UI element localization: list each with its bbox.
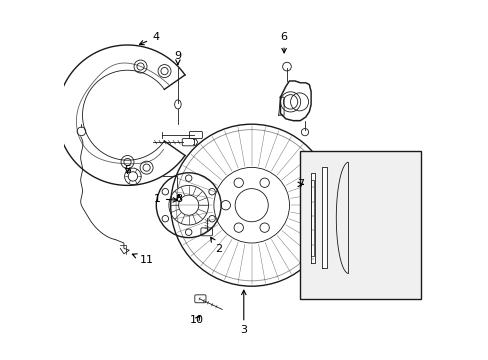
Text: 11: 11 bbox=[132, 254, 153, 265]
Text: 2: 2 bbox=[210, 237, 222, 254]
Text: 3: 3 bbox=[240, 290, 247, 336]
Text: 7: 7 bbox=[296, 179, 303, 189]
Text: 10: 10 bbox=[190, 315, 203, 325]
Text: 4: 4 bbox=[139, 32, 159, 45]
Polygon shape bbox=[310, 173, 314, 263]
Polygon shape bbox=[321, 167, 326, 268]
Text: 6: 6 bbox=[280, 32, 287, 53]
Text: 9: 9 bbox=[174, 51, 181, 64]
Text: 5: 5 bbox=[124, 165, 131, 175]
Bar bbox=[300, 151, 420, 299]
Text: 1: 1 bbox=[154, 194, 177, 204]
Polygon shape bbox=[280, 81, 310, 121]
Text: 8: 8 bbox=[175, 194, 182, 204]
